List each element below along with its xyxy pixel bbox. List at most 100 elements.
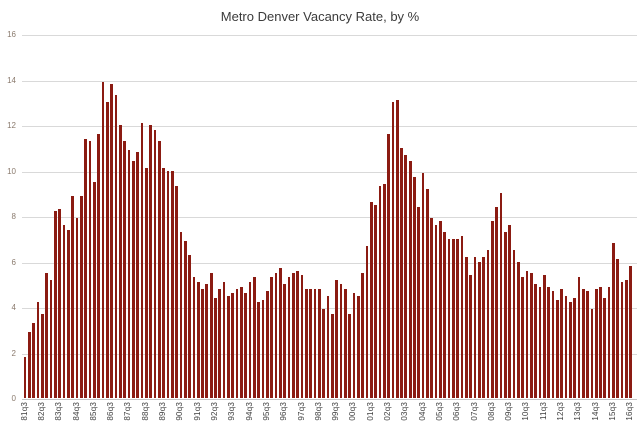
bar-91q3 <box>196 281 200 398</box>
bar-95q3 <box>266 291 269 398</box>
x-tick-label-15q3: 15q3 <box>607 402 617 421</box>
bar-89q2 <box>157 140 161 398</box>
x-tick-label-83q3: 83q3 <box>54 402 64 421</box>
bar-16q1 <box>620 281 624 398</box>
bar-02q1 <box>378 186 382 398</box>
bar-09q3 <box>508 225 511 398</box>
x-tick-label-84q3: 84q3 <box>71 402 81 421</box>
x-tick-label-10q3: 10q3 <box>521 402 531 421</box>
bar-97q3 <box>300 275 304 398</box>
bar-16q3 <box>629 266 633 398</box>
bar-10q1 <box>516 261 520 398</box>
bar-93q4 <box>235 288 239 398</box>
bar-98q3 <box>317 288 321 398</box>
x-tick-label-99q3: 99q3 <box>331 402 341 421</box>
bar-04q3 <box>421 172 425 398</box>
bar-08q3 <box>491 220 494 398</box>
bar-12q1 <box>551 291 555 398</box>
bar-95q2 <box>261 300 265 398</box>
bar-11q4 <box>547 286 550 398</box>
bar-87q4 <box>131 161 135 398</box>
bar-90q3 <box>179 231 183 398</box>
bar-82q3 <box>41 313 44 398</box>
bar-04q2 <box>417 206 421 398</box>
bar-12q2 <box>555 300 559 398</box>
x-tick-label-12q3: 12q3 <box>556 402 566 421</box>
gridline-4 <box>22 308 637 309</box>
bar-81q3 <box>23 357 27 398</box>
bar-01q2 <box>365 245 369 398</box>
bar-87q2 <box>123 140 126 398</box>
bar-85q3 <box>93 181 96 398</box>
bar-93q2 <box>227 295 230 398</box>
x-tick-label-89q3: 89q3 <box>158 402 168 421</box>
gridline-10 <box>22 171 637 173</box>
bar-15q2 <box>607 286 611 398</box>
bar-91q2 <box>192 277 196 398</box>
x-tick-label-96q3: 96q3 <box>279 402 289 421</box>
x-tick-label-03q3: 03q3 <box>400 402 410 421</box>
x-tick-label-98q3: 98q3 <box>313 402 323 421</box>
bar-94q1 <box>240 286 243 398</box>
y-tick-label-10: 10 <box>7 166 16 176</box>
bar-09q2 <box>503 231 507 398</box>
bar-05q1 <box>430 218 434 398</box>
bar-96q2 <box>279 268 282 398</box>
bar-12q3 <box>560 288 563 398</box>
x-tick-label-16q3: 16q3 <box>625 402 635 421</box>
bar-85q2 <box>88 140 92 398</box>
y-tick-label-8: 8 <box>11 212 16 221</box>
bar-83q2 <box>54 211 57 398</box>
gridline-2 <box>22 353 637 355</box>
x-tick-label-05q3: 05q3 <box>434 402 444 421</box>
bar-13q4 <box>581 288 585 398</box>
bar-15q3 <box>612 243 615 398</box>
bar-15q1 <box>603 297 607 398</box>
bar-14q3 <box>594 288 598 398</box>
bar-06q3 <box>456 238 460 398</box>
bar-08q4 <box>495 206 499 398</box>
gridline-14 <box>22 80 637 82</box>
bar-10q2 <box>521 277 524 398</box>
bar-94q4 <box>253 277 256 398</box>
x-tick-label-97q3: 97q3 <box>296 402 306 421</box>
bar-06q4 <box>460 236 464 398</box>
bar-99q2 <box>330 313 334 398</box>
bar-96q4 <box>287 277 291 398</box>
x-tick-label-85q3: 85q3 <box>88 402 98 421</box>
bar-88q3 <box>144 168 148 398</box>
x-tick-label-95q3: 95q3 <box>261 402 271 421</box>
gridline-12 <box>22 126 637 127</box>
x-tick-label-87q3: 87q3 <box>123 402 133 421</box>
bar-88q2 <box>140 122 144 398</box>
gridline-8 <box>22 217 637 218</box>
gridline-16 <box>22 35 637 36</box>
bar-94q2 <box>244 293 248 398</box>
bar-13q1 <box>568 302 572 398</box>
x-tick-label-14q3: 14q3 <box>590 402 600 421</box>
bar-81q4 <box>28 332 31 398</box>
bar-95q4 <box>270 277 274 398</box>
bar-08q2 <box>486 250 490 398</box>
bar-84q4 <box>80 195 83 398</box>
bar-87q1 <box>118 125 122 398</box>
bar-95q1 <box>257 302 261 398</box>
bar-15q4 <box>616 259 620 398</box>
x-tick-label-81q3: 81q3 <box>19 402 29 421</box>
bar-13q3 <box>577 277 581 398</box>
bar-07q4 <box>478 261 481 398</box>
bar-96q3 <box>283 284 287 398</box>
x-tick-label-88q3: 88q3 <box>140 402 150 421</box>
bar-86q3 <box>110 84 113 398</box>
bar-97q2 <box>296 270 300 398</box>
bar-00q1 <box>343 288 347 398</box>
bar-06q1 <box>447 238 451 398</box>
x-tick-label-11q3: 11q3 <box>538 402 548 421</box>
bar-99q3 <box>335 279 338 398</box>
bar-02q4 <box>391 102 395 398</box>
bar-00q2 <box>348 313 351 398</box>
bar-14q1 <box>586 291 589 398</box>
y-tick-label-14: 14 <box>7 75 16 85</box>
bar-89q1 <box>153 129 157 398</box>
